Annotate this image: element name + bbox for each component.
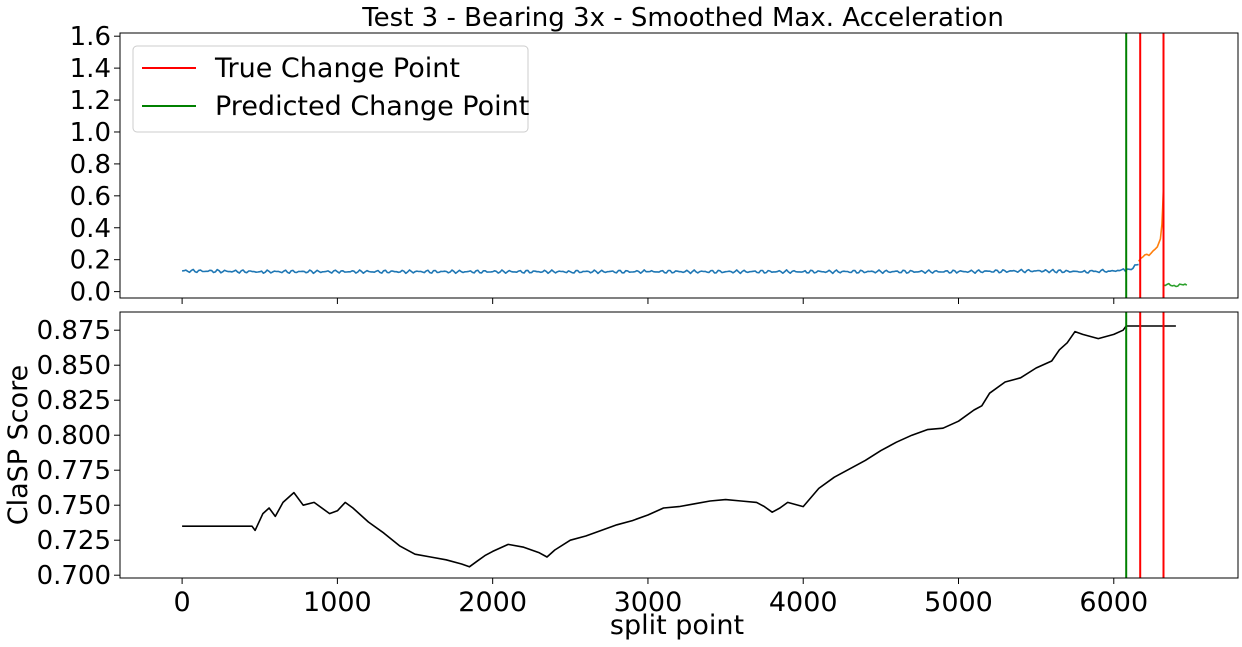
- y-tick-label: 1.2: [70, 86, 111, 116]
- y-tick-label: 0.8: [70, 150, 111, 180]
- y-tick-label: 0.775: [37, 456, 111, 486]
- bottom-x-ticks: 0 1000 2000 3000 4000 5000 6000: [174, 578, 1148, 618]
- top-x-ticks: [181, 298, 1115, 304]
- top-clip-content: [182, 33, 1188, 298]
- legend: True Change Point Predicted Change Point: [132, 45, 529, 133]
- series-line-1: [182, 263, 1139, 275]
- y-tick-label: 0.6: [70, 182, 111, 212]
- y-tick-label: 0.800: [37, 421, 111, 451]
- legend-label-predicted-change-point: Predicted Change Point: [215, 91, 529, 122]
- y-tick-label: 1.6: [70, 22, 111, 52]
- y-tick-label: 0.725: [37, 526, 111, 556]
- legend-label-true-change-point: True Change Point: [214, 53, 460, 84]
- x-axis-label: split point: [610, 610, 744, 641]
- top-panel: Test 3 - Bearing 3x - Smoothed Max. Acce…: [70, 3, 1239, 308]
- bottom-panel: 0.700 0.725 0.750 0.775 0.800 0.825 0.850 0.875…: [3, 311, 1239, 641]
- y-tick-label: 0.2: [70, 246, 111, 276]
- y-tick-label: 0.825: [37, 386, 111, 416]
- chart-title: Test 3 - Bearing 3x - Smoothed Max. Acce…: [361, 3, 1004, 33]
- top-y-ticks: 0.00.20.40.60.81.01.21.41.6: [70, 22, 120, 308]
- series-line-2: [1137, 186, 1165, 262]
- y-tick-label: 1.4: [70, 54, 111, 84]
- x-tick-label: 4000: [769, 587, 838, 618]
- legend-box: [132, 45, 529, 133]
- y-tick-label: 0.850: [37, 351, 111, 381]
- x-tick-label: 5000: [924, 587, 993, 618]
- y-tick-label: 1.0: [70, 118, 111, 148]
- x-tick-label: 2000: [458, 587, 527, 618]
- series-line-1: [182, 325, 1176, 568]
- y-tick-label: 0.875: [37, 316, 111, 346]
- series-line-3: [1163, 282, 1188, 288]
- y-axis-label: ClaSP Score: [3, 365, 34, 526]
- x-tick-label: 0: [174, 587, 191, 618]
- y-tick-label: 0.0: [70, 278, 111, 308]
- y-tick-label: 0.700: [37, 561, 111, 591]
- bottom-clip-content: [182, 312, 1176, 578]
- top-axes-frame: [119, 32, 1239, 299]
- x-tick-label: 3000: [614, 587, 683, 618]
- y-tick-label: 0.750: [37, 491, 111, 521]
- x-tick-label: 1000: [303, 587, 372, 618]
- bottom-axes-frame: [119, 311, 1239, 579]
- y-tick-label: 0.4: [70, 214, 111, 244]
- x-tick-label: 6000: [1079, 587, 1148, 618]
- bottom-y-ticks: 0.700 0.725 0.750 0.775 0.800 0.825 0.850 0.875: [37, 316, 120, 591]
